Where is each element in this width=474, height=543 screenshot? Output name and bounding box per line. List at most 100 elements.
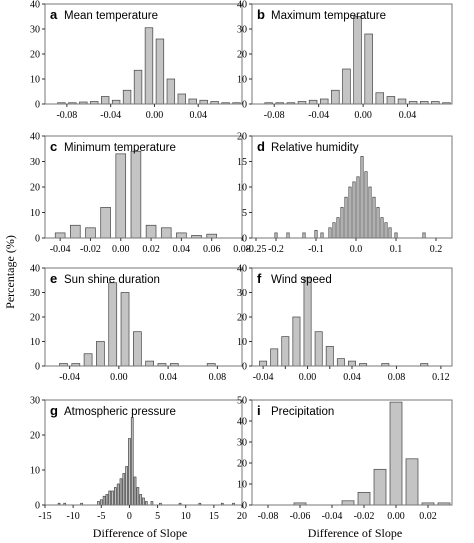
x-tick-label: 0.04 bbox=[189, 110, 207, 121]
bar bbox=[384, 222, 388, 239]
x-tick-label: -0.04 bbox=[59, 372, 80, 383]
x-tick-label: -15 bbox=[38, 511, 51, 522]
bar bbox=[314, 331, 323, 367]
bar bbox=[380, 217, 384, 239]
x-tick-label: 0.00 bbox=[387, 511, 405, 522]
x-tick-label: 0.08 bbox=[233, 244, 251, 255]
x-tick-label: 0.04 bbox=[159, 372, 177, 383]
x-tick-label: -0.06 bbox=[290, 511, 311, 522]
panel-title: Mean temperature bbox=[64, 10, 158, 22]
y-tick-label: 50 bbox=[237, 396, 247, 407]
x-tick-label: -0.08 bbox=[56, 110, 77, 121]
y-tick-label: 10 bbox=[237, 337, 247, 348]
panel-title: Wind speed bbox=[271, 274, 332, 286]
bar bbox=[325, 346, 334, 367]
bar bbox=[303, 277, 312, 367]
bar bbox=[319, 98, 329, 105]
y-tick-label: 20 bbox=[30, 431, 40, 442]
bar bbox=[144, 27, 154, 105]
bar bbox=[206, 233, 217, 239]
bar bbox=[166, 78, 176, 105]
x-tick-label: 0.06 bbox=[203, 244, 221, 255]
bar bbox=[128, 438, 131, 506]
bar bbox=[353, 16, 362, 105]
bar bbox=[54, 232, 66, 239]
bar bbox=[160, 227, 172, 239]
y-tick-label: 10 bbox=[30, 466, 40, 477]
x-tick-label: -0.08 bbox=[258, 511, 279, 522]
bar bbox=[108, 490, 112, 506]
y-tick-label: 20 bbox=[30, 50, 40, 61]
bar bbox=[122, 473, 126, 506]
y-tick-label: 30 bbox=[30, 25, 40, 36]
x-tick-label: -0.04 bbox=[100, 110, 121, 121]
panel-title: Maximum temperature bbox=[271, 10, 386, 22]
panel-d: 0 5 10 15 20 -0.2 -0.1 0.0 0.1 0.2 -0.25 d Relative … bbox=[237, 132, 453, 255]
bar bbox=[292, 316, 301, 367]
bar bbox=[336, 358, 345, 367]
y-tick-label: 20 bbox=[237, 132, 247, 143]
y-tick-label: 30 bbox=[30, 157, 40, 168]
x-tick-label: 20 bbox=[237, 511, 247, 522]
panel-c: 0 10 20 30 40 -0.04 -0.02 0.00 0.02 0.04 0.06 0.08 c… bbox=[30, 132, 251, 256]
bar bbox=[344, 196, 348, 239]
bar bbox=[368, 186, 372, 239]
x-axis-label-left: Difference of Slope bbox=[93, 526, 187, 540]
x-tick-label: -0.02 bbox=[354, 511, 375, 522]
x-tick-label: -0.04 bbox=[322, 511, 343, 522]
bar bbox=[96, 341, 105, 367]
bar bbox=[336, 217, 340, 239]
bar bbox=[388, 227, 392, 239]
bar bbox=[314, 230, 318, 239]
bar bbox=[348, 186, 352, 239]
panel-f: 0 10 20 30 40 -0.04 0.00 0.04 0.08 0.12 f Wind spee… bbox=[237, 264, 453, 383]
x-tick-label: -0.04 bbox=[253, 372, 274, 383]
bar bbox=[286, 232, 290, 239]
bar bbox=[357, 492, 371, 506]
panel-i: 0 10 20 30 40 50 -0.08 -0.06 -0.04 -0.02 0.00 0.02 i… bbox=[237, 396, 453, 522]
y-tick-label: 40 bbox=[237, 264, 247, 275]
bar bbox=[320, 232, 324, 239]
bar bbox=[111, 99, 121, 105]
x-tick-label: -0.08 bbox=[264, 110, 285, 121]
y-tick-label: 0 bbox=[35, 100, 40, 111]
x-tick-label: -5 bbox=[97, 511, 105, 522]
bar bbox=[108, 282, 118, 367]
y-tick-label: 0 bbox=[242, 234, 247, 245]
bar bbox=[405, 458, 419, 506]
x-tick-label: -0.25 bbox=[246, 244, 267, 255]
y-tick-label: 30 bbox=[237, 438, 247, 449]
x-tick-label: 0.04 bbox=[343, 372, 361, 383]
bar bbox=[199, 99, 208, 105]
y-tick-label: 40 bbox=[30, 0, 40, 11]
bar bbox=[115, 153, 127, 239]
x-tick-label: 0.02 bbox=[419, 511, 437, 522]
panel-title: Atmospheric pressure bbox=[64, 406, 176, 418]
bar bbox=[101, 96, 110, 105]
bar bbox=[142, 497, 145, 506]
bar bbox=[144, 501, 148, 506]
x-tick-label: 0.12 bbox=[432, 372, 450, 383]
y-tick-label: 0 bbox=[242, 100, 247, 111]
x-tick-label: 0.08 bbox=[209, 372, 227, 383]
bar bbox=[133, 476, 137, 506]
bar bbox=[176, 232, 187, 239]
y-tick-label: 0 bbox=[35, 501, 40, 512]
y-tick-label: 30 bbox=[30, 288, 40, 299]
y-tick-label: 0 bbox=[35, 362, 40, 373]
plot-frame bbox=[251, 399, 453, 506]
panel-letter: g bbox=[50, 403, 58, 418]
panel-letter: e bbox=[50, 271, 57, 286]
bar bbox=[364, 171, 368, 239]
x-tick-label: 0.02 bbox=[142, 244, 160, 255]
panel-e: 0 10 20 30 40 -0.04 0.00 0.04 0.08 e Sun shine dur… bbox=[30, 264, 243, 383]
bar bbox=[274, 232, 278, 239]
bar bbox=[99, 499, 103, 506]
bar bbox=[270, 348, 279, 367]
x-tick-label: 0.00 bbox=[112, 244, 130, 255]
x-tick-label: 15 bbox=[209, 511, 219, 522]
x-tick-label: 0.00 bbox=[354, 110, 372, 121]
plot-frame bbox=[44, 399, 243, 506]
bar bbox=[422, 232, 426, 239]
bar bbox=[386, 96, 396, 105]
